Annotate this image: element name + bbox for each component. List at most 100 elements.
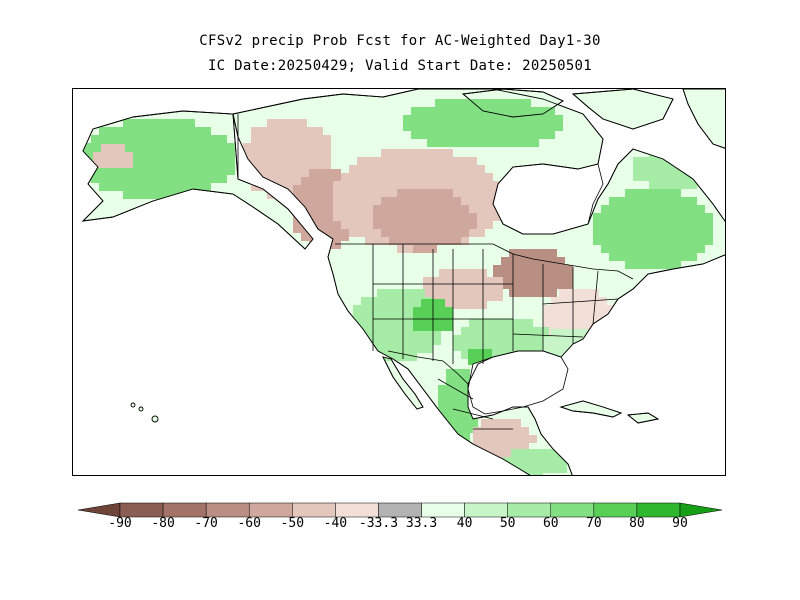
plains-brown-cell [471,277,479,285]
prairie-brown-1-cell [437,173,445,181]
yukon-brown-1-cell [307,127,315,135]
plains-brown-cell [455,269,463,277]
quebec-green-1-cell [641,253,649,261]
canada-green-1-cell [459,123,467,131]
great-lakes-brown-cell [549,273,557,281]
bc-brown-1-cell [293,201,301,209]
bc-brown-1-cell [333,241,341,249]
prairie-brown-1-cell [461,189,469,197]
yukon-brown-1-cell [315,143,323,151]
east-brown-cell [583,337,591,345]
alaska-green-1-cell [115,127,123,135]
great-lakes-brown-cell [549,281,557,289]
prairie-brown-1-cell [405,149,413,157]
plains-brown-cell [487,293,495,301]
canada-green-1-cell [547,107,555,115]
arizona-green-2-cell [413,307,421,315]
prairie-brown-1-cell [397,245,405,253]
central-am-green-cell [543,465,551,473]
quebec-green-1-cell [681,245,689,253]
prairie-brown-2-cell [381,213,389,221]
alaska-green-1-cell [171,127,179,135]
quebec-green-1-cell [649,245,657,253]
quebec-green-1-cell [633,245,641,253]
alaska-green-1-cell [123,175,131,183]
south-green-1-cell [477,327,485,335]
quebec-green-1-cell [673,197,681,205]
canada-green-1-cell [531,139,539,147]
prairie-brown-1-cell [397,181,405,189]
arizona-green-2-cell [437,299,445,307]
prairie-brown-2-cell [381,221,389,229]
prairie-brown-1-cell [469,189,477,197]
sw-green-1-cell [393,345,401,353]
east-brown-cell [591,337,599,345]
prairie-brown-1-cell [437,157,445,165]
alaska-green-1-cell [107,183,115,191]
south-green-1-cell [453,335,461,343]
prairie-brown-1-cell [477,205,485,213]
mexico-green-1-cell [446,369,454,377]
mexico-green-1-cell [438,401,446,409]
south-green-1-cell [501,343,509,351]
yukon-brown-1-cell [251,159,259,167]
yukon-brown-1-cell [243,143,251,151]
prairie-brown-1-cell [389,173,397,181]
prairie-brown-1-cell [429,173,437,181]
canada-green-1-cell [419,123,427,131]
alaska-green-1-cell [179,159,187,167]
quebec-green-1-cell [673,253,681,261]
bc-brown-1-cell [309,233,317,241]
canada-green-1-cell [523,139,531,147]
great-lakes-brown-cell [493,265,501,273]
quebec-green-1-cell [633,205,641,213]
east-brown-cell [559,297,567,305]
plains-brown-cell [487,285,495,293]
canada-green-1-cell [459,99,467,107]
quebec-green-1-cell [609,237,617,245]
bc-brown-1-cell [325,201,333,209]
state-lines-east [512,267,619,344]
quebec-green-1-cell [625,205,633,213]
sw-green-1-cell [385,297,393,305]
canada-green-1-cell [547,131,555,139]
east-brown-cell [599,297,607,305]
east-brown-cell [543,313,551,321]
texas-green-2-cell [468,357,476,365]
prairie-brown-2-cell [413,237,421,245]
great-lakes-brown-cell [533,273,541,281]
alaska-green-1-cell [99,135,107,143]
mexico-green-1-cell [462,369,470,377]
prairie-brown-2-cell [445,229,453,237]
canada-green-1-cell [491,123,499,131]
prairie-brown-1-cell [381,157,389,165]
political-boundaries [237,114,634,430]
sw-green-1-cell [417,329,425,337]
prairie-brown-1-cell [333,181,341,189]
yukon-brown-1-cell [299,167,307,175]
yukon-brown-1-cell [267,151,275,159]
alaska-green-1-cell [131,183,139,191]
prairie-brown-1-cell [477,189,485,197]
alaska-green-1-cell [139,119,147,127]
quebec-green-1-cell [673,245,681,253]
bc-brown-1-cell [301,177,309,185]
quebec-green-1-cell [641,261,649,269]
great-lakes-brown-cell [557,273,565,281]
great-lakes-brown-cell [549,257,557,265]
quebec-green-1-cell [633,237,641,245]
plains-brown-cell [447,293,455,301]
sw-green-1-cell [393,297,401,305]
prairie-brown-1-cell [453,165,461,173]
bc-brown-1-cell [293,185,301,193]
legend-swatch [119,502,164,518]
legend-high-arrow [679,502,722,518]
alaska-brown-1-cell [109,160,117,168]
canada-green-1-cell [507,131,515,139]
yukon-brown-1-cell [323,151,331,159]
bc-brown-1-cell [317,225,325,233]
plains-brown-cell [439,285,447,293]
alaska-green-1-cell [219,159,227,167]
sw-green-1-cell [385,321,393,329]
quebec-green-1-cell [705,237,713,245]
